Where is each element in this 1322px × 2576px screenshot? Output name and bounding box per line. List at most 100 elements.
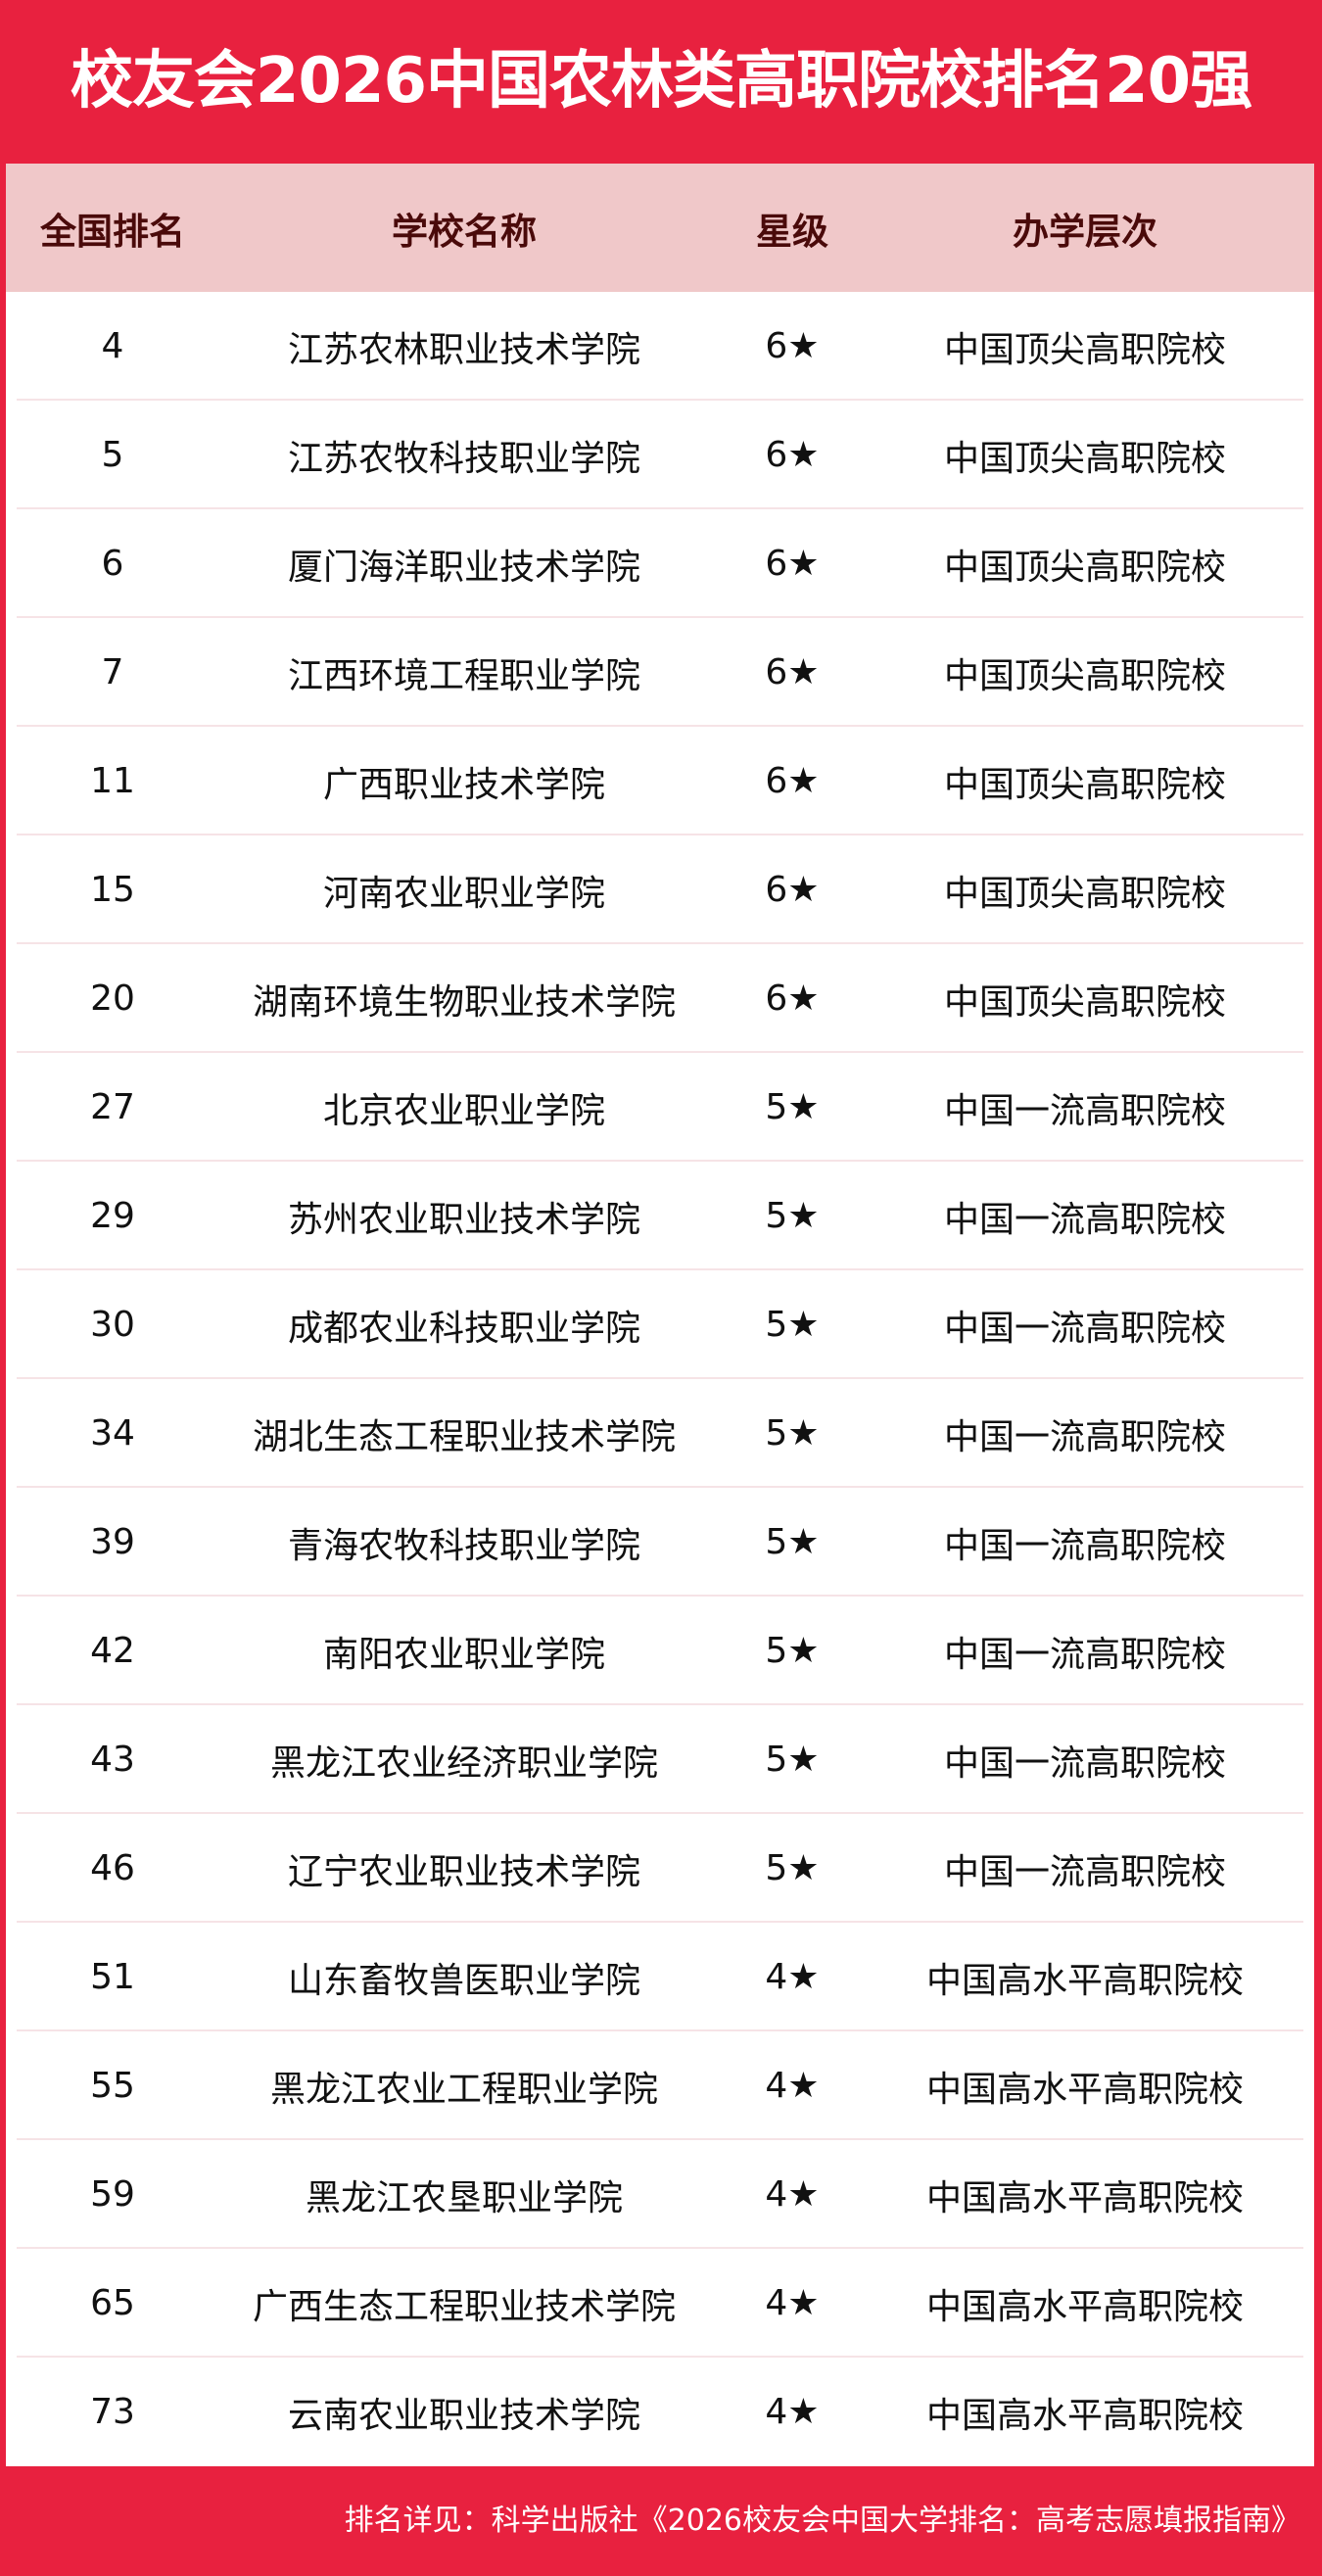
cell-school-name: 苏州农业职业技术学院 — [287, 1199, 640, 1240]
cell-level: 中国顶尖高职院校 — [943, 764, 1226, 805]
cell-level: 中国高水平高职院校 — [925, 2395, 1244, 2436]
cell-stars: 5★ — [765, 1196, 820, 1236]
cell-stars: 4★ — [765, 2174, 820, 2215]
cell-level: 中国顶尖高职院校 — [943, 655, 1226, 696]
table-row: 30 成都农业科技职业学院 5★ 中国一流高职院校 — [6, 1270, 1314, 1379]
cell-school-name: 厦门海洋职业技术学院 — [287, 547, 640, 588]
cell-school-name: 江苏农牧科技职业学院 — [287, 438, 640, 479]
cell-school-name: 山东畜牧兽医职业学院 — [287, 1960, 640, 2001]
table-row: 65 广西生态工程职业技术学院 4★ 中国高水平高职院校 — [6, 2249, 1314, 2358]
cell-stars: 6★ — [765, 978, 820, 1019]
cell-rank: 43 — [90, 1740, 135, 1780]
cell-stars: 6★ — [765, 761, 820, 801]
cell-rank: 27 — [90, 1087, 135, 1127]
header-school: 学校名称 — [392, 210, 537, 253]
table-row: 4 江苏农林职业技术学院 6★ 中国顶尖高职院校 — [6, 292, 1314, 401]
cell-level: 中国顶尖高职院校 — [943, 547, 1226, 588]
table-row: 27 北京农业职业学院 5★ 中国一流高职院校 — [6, 1053, 1314, 1162]
cell-level: 中国一流高职院校 — [943, 1634, 1226, 1675]
cell-level: 中国一流高职院校 — [943, 1308, 1226, 1349]
cell-school-name: 黑龙江农业经济职业学院 — [269, 1742, 658, 1784]
cell-school-name: 江苏农林职业技术学院 — [287, 329, 640, 370]
cell-rank: 42 — [90, 1631, 135, 1671]
cell-stars: 5★ — [765, 1848, 820, 1888]
cell-stars: 5★ — [765, 1522, 820, 1562]
table-row: 34 湖北生态工程职业技术学院 5★ 中国一流高职院校 — [6, 1379, 1314, 1488]
cell-level: 中国高水平高职院校 — [925, 2286, 1244, 2327]
cell-stars: 6★ — [765, 870, 820, 910]
table-row: 6 厦门海洋职业技术学院 6★ 中国顶尖高职院校 — [6, 509, 1314, 618]
cell-stars: 6★ — [765, 652, 820, 692]
cell-school-name: 黑龙江农业工程职业学院 — [269, 2069, 658, 2110]
cell-stars: 4★ — [765, 1957, 820, 1997]
cell-rank: 6 — [101, 544, 124, 584]
table-row: 42 南阳农业职业学院 5★ 中国一流高职院校 — [6, 1597, 1314, 1705]
cell-school-name: 北京农业职业学院 — [322, 1090, 605, 1131]
cell-rank: 20 — [90, 978, 135, 1019]
cell-rank: 51 — [90, 1957, 135, 1997]
table-row: 15 河南农业职业学院 6★ 中国顶尖高职院校 — [6, 835, 1314, 944]
cell-rank: 34 — [90, 1413, 135, 1454]
table-row: 5 江苏农牧科技职业学院 6★ 中国顶尖高职院校 — [6, 401, 1314, 509]
cell-stars: 4★ — [765, 2392, 820, 2432]
cell-rank: 7 — [101, 652, 124, 692]
cell-level: 中国顶尖高职院校 — [943, 438, 1226, 479]
cell-level: 中国一流高职院校 — [943, 1525, 1226, 1566]
cell-rank: 46 — [90, 1848, 135, 1888]
cell-level: 中国一流高职院校 — [943, 1742, 1226, 1784]
cell-stars: 6★ — [765, 435, 820, 475]
cell-school-name: 河南农业职业学院 — [322, 873, 605, 914]
cell-school-name: 湖南环境生物职业技术学院 — [252, 981, 676, 1023]
cell-stars: 5★ — [765, 1631, 820, 1671]
cell-level: 中国一流高职院校 — [943, 1416, 1226, 1457]
cell-school-name: 湖北生态工程职业技术学院 — [252, 1416, 676, 1457]
source-footer: 排名详见：科学出版社《2026校友会中国大学排名：高考志愿填报指南》 — [344, 2504, 1300, 2538]
cell-stars: 4★ — [765, 2066, 820, 2106]
cell-rank: 11 — [90, 761, 135, 801]
cell-stars: 4★ — [765, 2283, 820, 2323]
cell-stars: 5★ — [765, 1087, 820, 1127]
cell-school-name: 青海农牧科技职业学院 — [287, 1525, 640, 1566]
cell-level: 中国一流高职院校 — [943, 1851, 1226, 1892]
cell-level: 中国一流高职院校 — [943, 1199, 1226, 1240]
table-row: 59 黑龙江农垦职业学院 4★ 中国高水平高职院校 — [6, 2140, 1314, 2249]
cell-school-name: 江西环境工程职业学院 — [287, 655, 640, 696]
cell-stars: 6★ — [765, 326, 820, 366]
cell-school-name: 辽宁农业职业技术学院 — [287, 1851, 640, 1892]
cell-school-name: 黑龙江农垦职业学院 — [305, 2177, 623, 2218]
cell-rank: 30 — [90, 1305, 135, 1345]
cell-stars: 5★ — [765, 1305, 820, 1345]
cell-rank: 29 — [90, 1196, 135, 1236]
cell-stars: 5★ — [765, 1413, 820, 1454]
header-rank: 全国排名 — [40, 210, 185, 253]
cell-level: 中国顶尖高职院校 — [943, 329, 1226, 370]
table-header: 全国排名 学校名称 星级 办学层次 — [6, 164, 1314, 292]
table-row: 7 江西环境工程职业学院 6★ 中国顶尖高职院校 — [6, 618, 1314, 727]
table-row: 55 黑龙江农业工程职业学院 4★ 中国高水平高职院校 — [6, 2031, 1314, 2140]
cell-rank: 73 — [90, 2392, 135, 2432]
table-row: 20 湖南环境生物职业技术学院 6★ 中国顶尖高职院校 — [6, 944, 1314, 1053]
cell-school-name: 南阳农业职业学院 — [322, 1634, 605, 1675]
cell-rank: 59 — [90, 2174, 135, 2215]
cell-school-name: 广西生态工程职业技术学院 — [252, 2286, 676, 2327]
table-row: 43 黑龙江农业经济职业学院 5★ 中国一流高职院校 — [6, 1705, 1314, 1814]
cell-level: 中国高水平高职院校 — [925, 2069, 1244, 2110]
cell-school-name: 广西职业技术学院 — [322, 764, 605, 805]
header-stars: 星级 — [756, 210, 828, 253]
cell-school-name: 云南农业职业技术学院 — [287, 2395, 640, 2436]
cell-level: 中国一流高职院校 — [943, 1090, 1226, 1131]
cell-rank: 55 — [90, 2066, 135, 2106]
cell-rank: 39 — [90, 1522, 135, 1562]
cell-stars: 6★ — [765, 544, 820, 584]
cell-rank: 15 — [90, 870, 135, 910]
cell-level: 中国高水平高职院校 — [925, 1960, 1244, 2001]
page-title: 校友会2026中国农林类高职院校排名20强 — [70, 45, 1252, 118]
table-row: 39 青海农牧科技职业学院 5★ 中国一流高职院校 — [6, 1488, 1314, 1597]
cell-level: 中国顶尖高职院校 — [943, 981, 1226, 1023]
cell-level: 中国高水平高职院校 — [925, 2177, 1244, 2218]
table-row: 73 云南农业职业技术学院 4★ 中国高水平高职院校 — [6, 2358, 1314, 2466]
table-row: 46 辽宁农业职业技术学院 5★ 中国一流高职院校 — [6, 1814, 1314, 1923]
table-row: 29 苏州农业职业技术学院 5★ 中国一流高职院校 — [6, 1162, 1314, 1270]
cell-school-name: 成都农业科技职业学院 — [287, 1308, 640, 1349]
table-row: 51 山东畜牧兽医职业学院 4★ 中国高水平高职院校 — [6, 1923, 1314, 2031]
